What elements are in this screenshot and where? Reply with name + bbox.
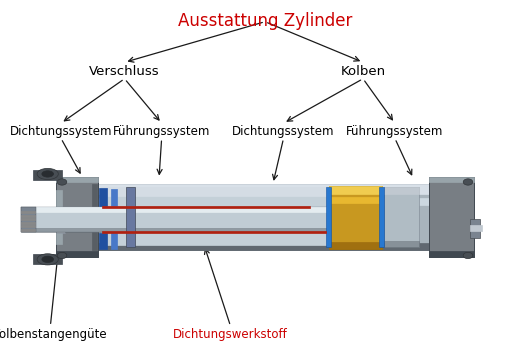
Bar [21, 207, 36, 232]
Bar [21, 229, 35, 231]
Bar [470, 219, 480, 238]
Text: Führungssystem: Führungssystem [113, 125, 210, 138]
Ellipse shape [463, 252, 473, 259]
Ellipse shape [463, 179, 473, 185]
Bar [329, 186, 382, 248]
Bar [384, 187, 419, 194]
Bar [329, 186, 382, 194]
Bar [21, 207, 329, 212]
Bar [329, 242, 382, 248]
Ellipse shape [57, 252, 67, 259]
Bar [93, 243, 437, 250]
Bar [102, 206, 310, 208]
Bar [126, 187, 135, 247]
Ellipse shape [57, 179, 67, 185]
Bar [21, 222, 35, 224]
Bar [33, 170, 62, 180]
Bar [21, 218, 35, 220]
Ellipse shape [42, 256, 54, 262]
Bar [56, 177, 98, 257]
Text: Kolben: Kolben [340, 65, 386, 78]
Text: Ausstattung Zylinder: Ausstattung Zylinder [178, 12, 352, 30]
Ellipse shape [37, 254, 58, 265]
Text: Dichtungssystem: Dichtungssystem [10, 125, 112, 138]
Bar [379, 187, 384, 247]
Bar [93, 184, 437, 250]
Bar [384, 241, 419, 247]
Bar [429, 177, 474, 257]
Bar [21, 225, 35, 227]
Bar [101, 189, 329, 245]
Bar [429, 177, 474, 182]
Bar [99, 233, 107, 248]
Text: Dichtungssystem: Dichtungssystem [232, 125, 335, 138]
Bar [21, 207, 329, 232]
Bar [56, 251, 98, 257]
Bar [56, 177, 98, 182]
Bar [99, 188, 107, 206]
Bar [101, 187, 329, 196]
Bar [92, 184, 97, 250]
Bar [111, 233, 117, 248]
Ellipse shape [37, 168, 58, 180]
Text: Kolbenstangengüte: Kolbenstangengüte [0, 328, 108, 341]
Bar [21, 211, 35, 213]
Bar [331, 197, 379, 203]
Bar [429, 251, 474, 257]
Bar [93, 184, 437, 194]
Bar [21, 215, 35, 217]
Bar [111, 189, 117, 206]
Bar [326, 187, 331, 247]
Bar [56, 220, 65, 233]
Bar [470, 225, 482, 231]
Bar [33, 254, 62, 264]
Text: Führungssystem: Führungssystem [346, 125, 444, 138]
Bar [93, 198, 437, 205]
Ellipse shape [42, 171, 54, 177]
Bar [21, 228, 329, 232]
Bar [102, 231, 326, 233]
Bar [56, 190, 62, 244]
Text: Verschluss: Verschluss [89, 65, 160, 78]
Text: Dichtungswerkstoff: Dichtungswerkstoff [173, 328, 288, 341]
Bar [384, 187, 419, 247]
